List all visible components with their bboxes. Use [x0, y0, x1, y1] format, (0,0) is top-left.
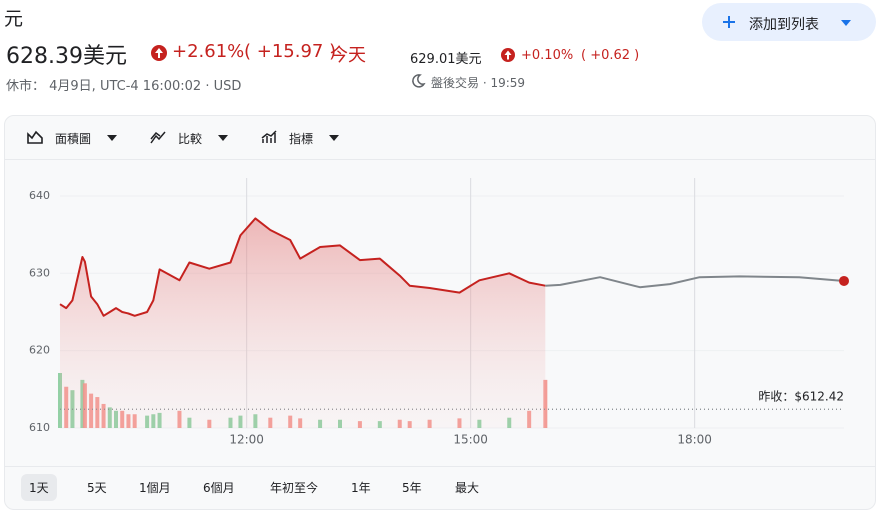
add-button[interactable]: 添加到列表 — [702, 3, 876, 41]
end-dot — [839, 275, 849, 286]
after-status: 盤後交易 · 19:59 — [431, 76, 526, 90]
previous-close-label: 昨收：$612.42 — [758, 389, 844, 403]
caret — [841, 20, 851, 26]
stock-name: 元 — [4, 8, 24, 30]
value: $612.42 — [794, 389, 844, 403]
area-icon — [27, 130, 43, 144]
area-button[interactable]: 面積圖 — [27, 128, 127, 148]
plus-icon — [723, 16, 735, 28]
toolbar: 面積圖 比較 指標 — [5, 116, 875, 160]
y-tick-label: 620 — [29, 344, 50, 357]
volume-bar — [543, 379, 548, 428]
area — [60, 218, 546, 428]
market-status: 休市： 4月9日, UTC-4 16:00:02 · USD — [6, 79, 242, 94]
range-button[interactable]: 5天 — [87, 481, 107, 495]
compare-icon — [150, 131, 166, 144]
up-icon — [151, 45, 167, 61]
y-tick-label: 610 — [29, 421, 50, 434]
range-button[interactable]: 最大 — [455, 481, 480, 495]
range-bar: 1天 5天 1個月 6個月 年初至今 1年 5年 最大 — [5, 466, 875, 509]
moon-icon — [412, 74, 426, 88]
add-label: 添加到列表 — [749, 17, 819, 33]
x-tick-label: 18:00 — [677, 433, 712, 447]
toolbar-label: 比較 — [178, 132, 203, 146]
price-line — [545, 275, 845, 289]
caret — [218, 135, 228, 141]
range-button[interactable]: 年初至今 — [270, 481, 319, 495]
change-abs: ( +15.97 ) — [244, 41, 337, 62]
period: 今天 — [330, 45, 366, 66]
y-tick-label: 640 — [29, 189, 50, 202]
range-button[interactable]: 5年 — [402, 481, 422, 495]
caret — [107, 135, 117, 141]
x-tick-label: 12:00 — [229, 433, 264, 447]
change-pct: +2.61% — [172, 41, 245, 62]
range-button[interactable]: 1個月 — [139, 481, 171, 495]
price-line — [59, 217, 546, 317]
toolbar-label: 面積圖 — [55, 132, 92, 146]
indicator-icon — [261, 130, 277, 143]
range-button[interactable]: 1年 — [351, 481, 371, 495]
price: 628.39美元 — [6, 44, 127, 69]
indicator-button[interactable]: 指標 — [261, 128, 351, 148]
after-abs: ( +0.62 ) — [581, 48, 640, 63]
up-icon — [501, 48, 515, 62]
x-tick-label: 15:00 — [453, 433, 488, 447]
compare-button[interactable]: 比較 — [150, 128, 240, 148]
range-button[interactable]: 6個月 — [203, 481, 235, 495]
caret — [329, 135, 339, 141]
toolbar-label: 指標 — [289, 132, 314, 146]
after-pct: +0.10% — [521, 48, 574, 63]
after-price: 629.01美元 — [410, 52, 482, 67]
label: 昨收： — [758, 389, 794, 403]
range-button[interactable]: 1天 — [21, 474, 57, 501]
y-tick-label: 630 — [29, 266, 50, 279]
